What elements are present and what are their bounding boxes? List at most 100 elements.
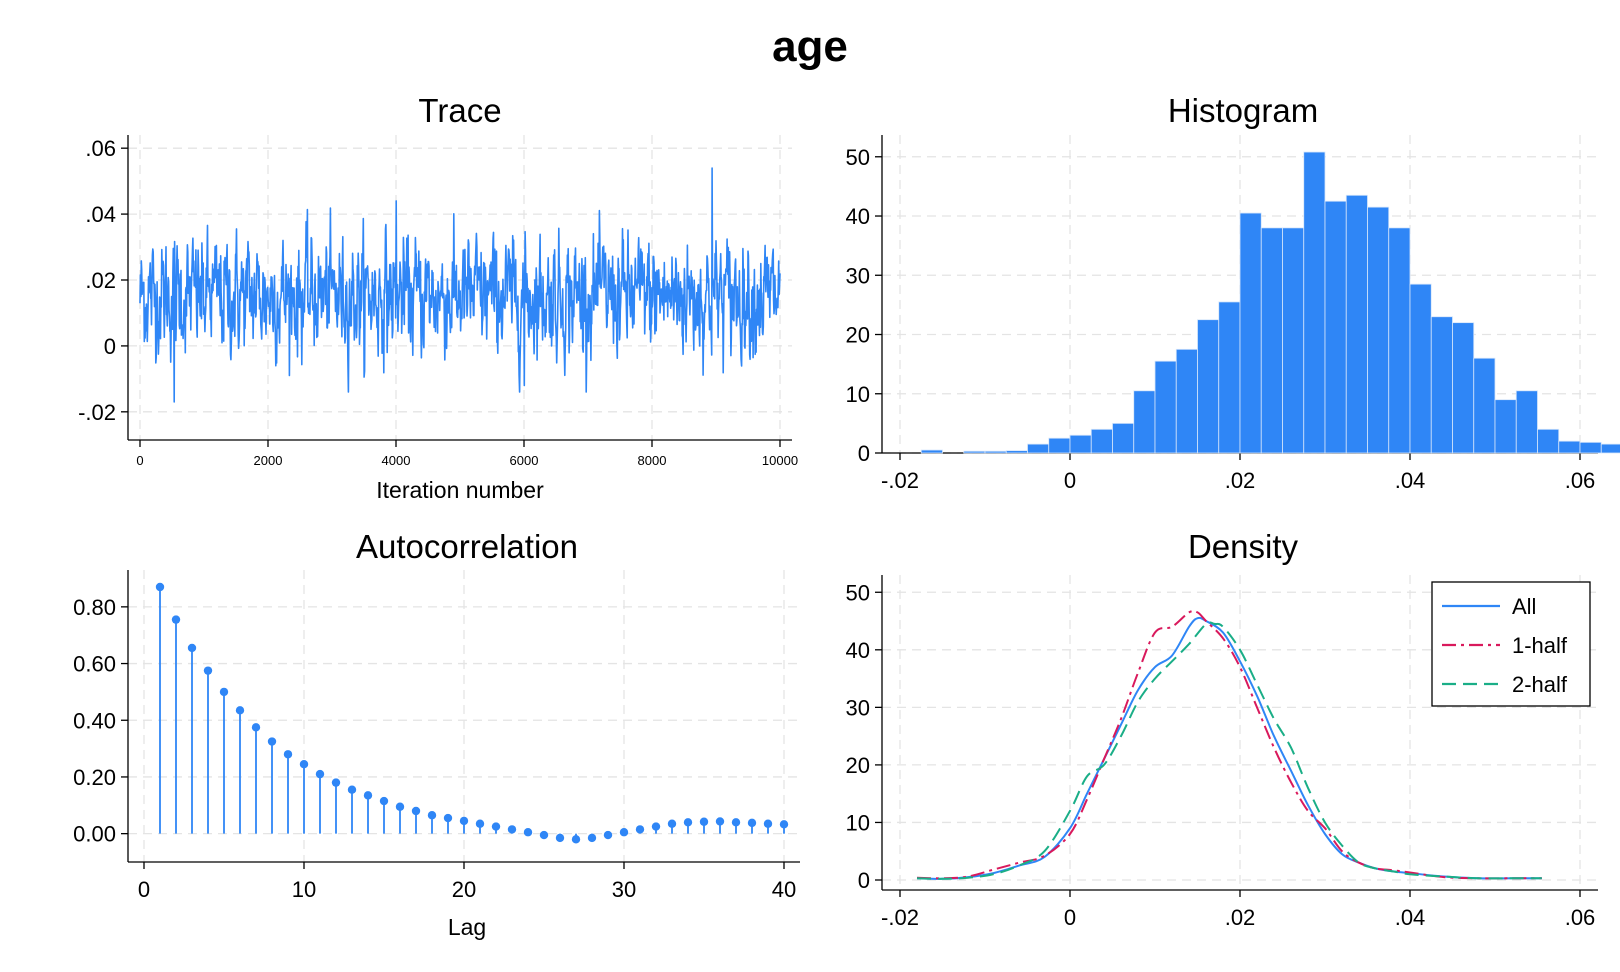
autocorrelation-xlabel: Lag bbox=[448, 914, 486, 940]
autocorrelation-point bbox=[507, 825, 517, 834]
density-line-1-half bbox=[916, 609, 1542, 880]
histogram-bar bbox=[984, 450, 1007, 454]
histogram-bar bbox=[1473, 357, 1496, 454]
autocorrelation-point bbox=[731, 818, 741, 827]
autocorrelation-point bbox=[443, 813, 453, 823]
xtick-label-1-0: -.02 bbox=[881, 468, 919, 493]
xtick-label-2-1: 10 bbox=[292, 877, 316, 902]
gridlines-3 bbox=[882, 575, 1598, 890]
xtick-label-2-0: 0 bbox=[138, 877, 150, 902]
xtick-label-3-3: .04 bbox=[1395, 905, 1426, 930]
xtick-label-1-3: .04 bbox=[1395, 468, 1426, 493]
ytick-label-3-1: 10 bbox=[846, 810, 870, 835]
autocorrelation-point bbox=[315, 769, 325, 779]
histogram-bars bbox=[920, 151, 1620, 454]
histogram-bar bbox=[1090, 428, 1113, 454]
xtick-label-3-2: .02 bbox=[1225, 905, 1256, 930]
autocorrelation-point bbox=[715, 817, 725, 826]
autocorrelation-point bbox=[555, 833, 565, 843]
histogram-bar bbox=[1579, 441, 1602, 454]
xtick-label-3-1: 0 bbox=[1064, 905, 1076, 930]
autocorrelation-point bbox=[363, 791, 373, 800]
histogram-bar bbox=[1345, 194, 1368, 454]
xtick-label-3-0: -.02 bbox=[881, 905, 919, 930]
histogram-bar bbox=[1430, 316, 1453, 454]
autocorrelation-point bbox=[347, 785, 357, 794]
ytick-label-3-0: 0 bbox=[858, 868, 870, 893]
histogram-bar bbox=[1388, 227, 1411, 454]
density-panel: Density 0 10 20 30 40 50 -.02 0 .02 .04 .06 bbox=[846, 528, 1598, 930]
autocorrelation-point bbox=[747, 818, 757, 828]
autocorrelation-marks bbox=[155, 582, 789, 844]
histogram-bar bbox=[1175, 348, 1198, 454]
density-legend: All 1-half 2-half bbox=[1431, 581, 1591, 707]
histogram-bar bbox=[1005, 450, 1028, 454]
histogram-bar bbox=[1239, 212, 1262, 454]
ytick-label-2-3: 0.60 bbox=[73, 652, 116, 677]
xtick-label-0-0: 0 bbox=[136, 453, 143, 468]
autocorrelation-point bbox=[619, 828, 629, 837]
histogram-bar bbox=[920, 449, 943, 454]
legend-label-2-half: 2-half bbox=[1512, 672, 1568, 697]
histogram-bar bbox=[1600, 443, 1620, 454]
xtick-label-0-2: 4000 bbox=[382, 453, 411, 468]
trace-series-line bbox=[139, 167, 781, 403]
autocorrelation-point bbox=[635, 825, 645, 834]
histogram-bar bbox=[1558, 440, 1581, 454]
histogram-bar bbox=[1027, 443, 1050, 454]
figure-title: age bbox=[772, 22, 848, 71]
autocorrelation-point bbox=[459, 816, 469, 826]
histogram-bar bbox=[1409, 283, 1432, 454]
autocorrelation-point bbox=[395, 802, 405, 811]
xtick-label-3-4: .06 bbox=[1565, 905, 1596, 930]
autocorrelation-point bbox=[251, 723, 261, 732]
ytick-label-0-3: .04 bbox=[85, 202, 116, 227]
histogram-bar bbox=[1133, 390, 1156, 454]
autocorrelation-point bbox=[475, 819, 485, 828]
autocorrelation-point bbox=[683, 818, 693, 827]
histogram-bar bbox=[1324, 200, 1347, 454]
xtick-label-2-3: 30 bbox=[612, 877, 636, 902]
density-line-2-half bbox=[916, 621, 1542, 880]
histogram-bar bbox=[1303, 151, 1326, 454]
xtick-label-1-1: 0 bbox=[1064, 468, 1076, 493]
autocorrelation-point bbox=[219, 687, 229, 697]
autocorrelation-point bbox=[411, 806, 421, 816]
xtick-label-0-3: 6000 bbox=[510, 453, 539, 468]
autocorrelation-point bbox=[187, 643, 197, 653]
autocorrelation-panel: Autocorrelation Lag 0.00 0.20 0.40 0.60 0.80… bbox=[73, 528, 800, 940]
xtick-label-1-2: .02 bbox=[1225, 468, 1256, 493]
autocorrelation-point bbox=[603, 830, 613, 840]
histogram-bar bbox=[1452, 322, 1475, 454]
ytick-label-0-1: 0 bbox=[104, 334, 116, 359]
autocorrelation-point bbox=[203, 666, 213, 675]
autocorrelation-point bbox=[427, 811, 437, 820]
density-title: Density bbox=[1188, 528, 1299, 565]
autocorrelation-point bbox=[267, 737, 277, 746]
ytick-label-2-2: 0.40 bbox=[73, 708, 116, 733]
ytick-label-0-0: -.02 bbox=[78, 400, 116, 425]
xtick-label-0-4: 8000 bbox=[638, 453, 667, 468]
autocorrelation-point bbox=[155, 582, 165, 592]
ytick-label-3-4: 40 bbox=[846, 638, 870, 663]
autocorrelation-point bbox=[331, 778, 341, 787]
xtick-label-1-4: .06 bbox=[1565, 468, 1596, 493]
autocorrelation-point bbox=[667, 819, 677, 828]
autocorrelation-point bbox=[779, 820, 789, 829]
ytick-label-1-2: 20 bbox=[846, 323, 870, 348]
autocorrelation-point bbox=[171, 615, 181, 624]
histogram-bar bbox=[1515, 390, 1538, 454]
ytick-label-1-1: 10 bbox=[846, 382, 870, 407]
autocorrelation-title: Autocorrelation bbox=[356, 528, 578, 565]
autocorrelation-point bbox=[539, 830, 549, 840]
ytick-label-3-5: 50 bbox=[846, 580, 870, 605]
ytick-label-0-2: .02 bbox=[85, 268, 116, 293]
xtick-label-0-5: 10000 bbox=[762, 453, 798, 468]
autocorrelation-point bbox=[283, 750, 293, 759]
trace-title: Trace bbox=[418, 92, 501, 129]
histogram-bar bbox=[1282, 227, 1305, 454]
histogram-bar bbox=[1260, 227, 1283, 454]
histogram-bar bbox=[1367, 206, 1390, 454]
histogram-title: Histogram bbox=[1168, 92, 1318, 129]
